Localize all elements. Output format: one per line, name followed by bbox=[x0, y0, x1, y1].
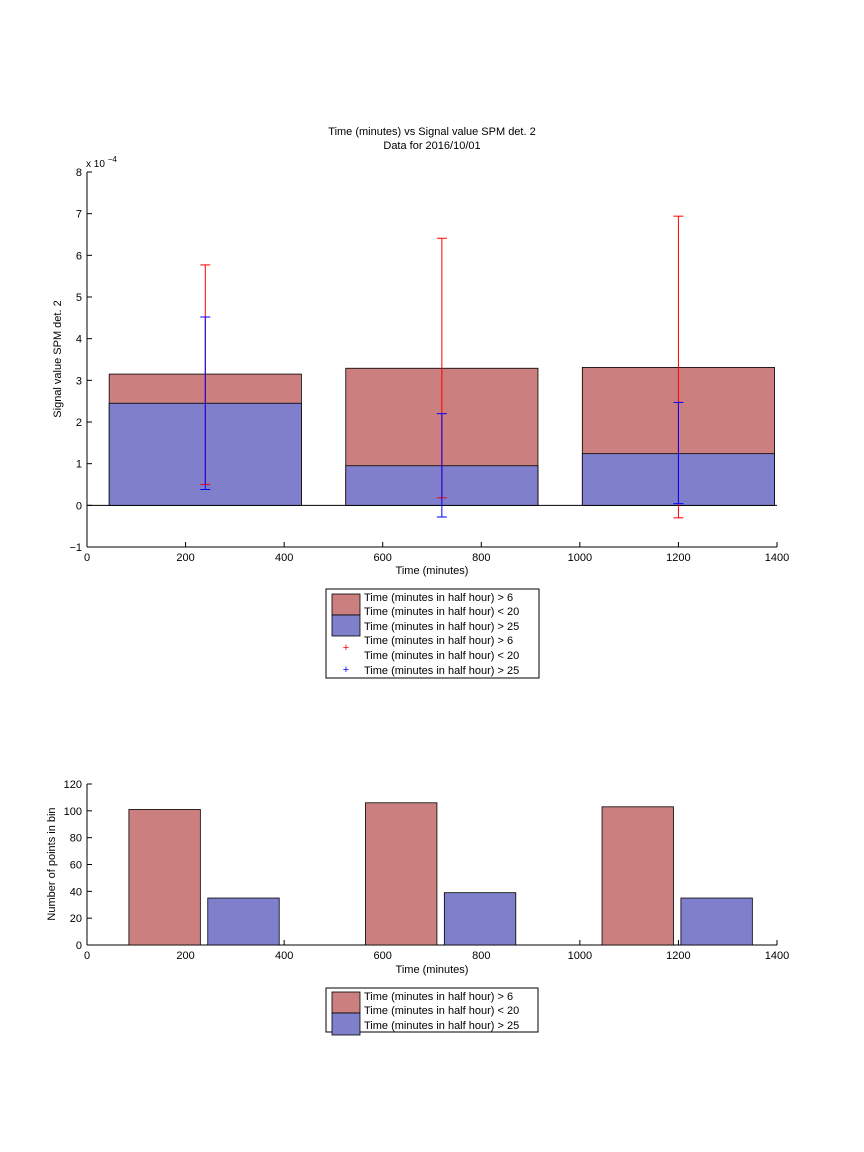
chart1-y-tick-label: 1 bbox=[76, 459, 82, 471]
chart2-bar-red bbox=[365, 802, 438, 946]
chart1-y-tick-label: 0 bbox=[76, 500, 82, 512]
chart1-legend-marker-red: + bbox=[343, 642, 349, 654]
chart1-x-tick-label: 0 bbox=[84, 552, 90, 564]
chart2-legend-label-2: Time (minutes in half hour) < 20 bbox=[364, 1005, 519, 1017]
chart2-y-tick-label: 60 bbox=[70, 860, 82, 872]
chart2-xlabel: Time (minutes) bbox=[396, 964, 469, 976]
chart2-y-tick-label: 40 bbox=[70, 886, 82, 898]
chart2-legend-label-3: Time (minutes in half hour) > 25 bbox=[364, 1020, 519, 1032]
chart2-legend: Time (minutes in half hour) > 6 Time (mi… bbox=[325, 987, 539, 1036]
chart2-x-tick-label: 400 bbox=[275, 950, 293, 962]
chart1-ylabel: Signal value SPM det. 2 bbox=[52, 300, 64, 417]
chart2-legend-label-1: Time (minutes in half hour) > 6 bbox=[364, 991, 513, 1003]
chart1-y-tick-label: −1 bbox=[69, 542, 82, 554]
chart1-exponent-label: x 10 −4 bbox=[86, 155, 117, 170]
chart1-exponent-power: −4 bbox=[108, 155, 118, 164]
chart1-exponent-base: x 10 bbox=[86, 159, 105, 170]
chart2-bar-blue bbox=[207, 897, 280, 946]
chart1-legend-label-5: Time (minutes in half hour) < 20 bbox=[364, 650, 519, 662]
chart2-x-tick-label: 600 bbox=[374, 950, 392, 962]
chart2-legend-box bbox=[325, 987, 539, 1033]
chart1-x-tick-label: 1400 bbox=[765, 552, 789, 564]
chart2-x-tick-label: 200 bbox=[176, 950, 194, 962]
chart1-x-tick-label: 400 bbox=[275, 552, 293, 564]
chart1-x-tick-label: 600 bbox=[374, 552, 392, 564]
chart1-y-tick-label: 8 bbox=[76, 167, 82, 179]
chart2-y-tick-label: 120 bbox=[64, 779, 82, 791]
chart2-legend-swatch-red bbox=[331, 991, 361, 1014]
chart2-x-tick-label: 1200 bbox=[666, 950, 690, 962]
chart1-legend-swatch-red bbox=[331, 593, 361, 616]
chart2-x-tick-label: 800 bbox=[472, 950, 490, 962]
chart1-legend-label-2: Time (minutes in half hour) < 20 bbox=[364, 606, 519, 618]
chart1-y-tick-label: 3 bbox=[76, 375, 82, 387]
chart2-x-tick-label: 0 bbox=[84, 950, 90, 962]
chart1-y-tick-label: 2 bbox=[76, 417, 82, 429]
chart2-ylabel: Number of points in bin bbox=[46, 807, 58, 920]
chart1-legend: + + Time (minutes in half hour) > 6 Time… bbox=[325, 588, 540, 679]
chart1-xlabel: Time (minutes) bbox=[396, 565, 469, 577]
chart2-y-tick-label: 100 bbox=[64, 806, 82, 818]
chart1-legend-label-3: Time (minutes in half hour) > 25 bbox=[364, 621, 519, 633]
chart2-bar-blue bbox=[443, 892, 517, 946]
chart2-bar-red bbox=[601, 806, 674, 946]
chart1-x-tick-label: 800 bbox=[472, 552, 490, 564]
chart1-legend-label-1: Time (minutes in half hour) > 6 bbox=[364, 592, 513, 604]
chart1-title-line2: Data for 2016/10/01 bbox=[383, 140, 480, 152]
chart1-y-tick-label: 6 bbox=[76, 250, 82, 262]
chart1-legend-swatch-blue bbox=[331, 614, 361, 637]
chart1-title-line1: Time (minutes) vs Signal value SPM det. … bbox=[328, 126, 535, 138]
chart1-legend-label-4: Time (minutes in half hour) > 6 bbox=[364, 635, 513, 647]
chart2-y-tick-label: 0 bbox=[76, 940, 82, 952]
chart1-x-tick-label: 200 bbox=[176, 552, 194, 564]
chart1-x-tick-label: 1000 bbox=[568, 552, 592, 564]
chart2-bar-blue bbox=[680, 897, 753, 946]
chart2-legend-swatch-blue bbox=[331, 1012, 361, 1036]
chart2-y-tick-label: 20 bbox=[70, 913, 82, 925]
chart2-x-tick-label: 1000 bbox=[568, 950, 592, 962]
chart1-x-tick-label: 1200 bbox=[666, 552, 690, 564]
chart1-y-tick-label: 5 bbox=[76, 292, 82, 304]
chart2-bar-red bbox=[128, 809, 201, 946]
chart1-y-tick-label: 7 bbox=[76, 209, 82, 221]
chart1-legend-marker-blue: + bbox=[343, 664, 349, 676]
chart1-y-tick-label: 4 bbox=[76, 334, 82, 346]
chart2-x-tick-label: 1400 bbox=[765, 950, 789, 962]
chart1-legend-label-6: Time (minutes in half hour) > 25 bbox=[364, 665, 519, 677]
chart1-legend-box bbox=[325, 588, 540, 679]
chart2-y-tick-label: 80 bbox=[70, 833, 82, 845]
